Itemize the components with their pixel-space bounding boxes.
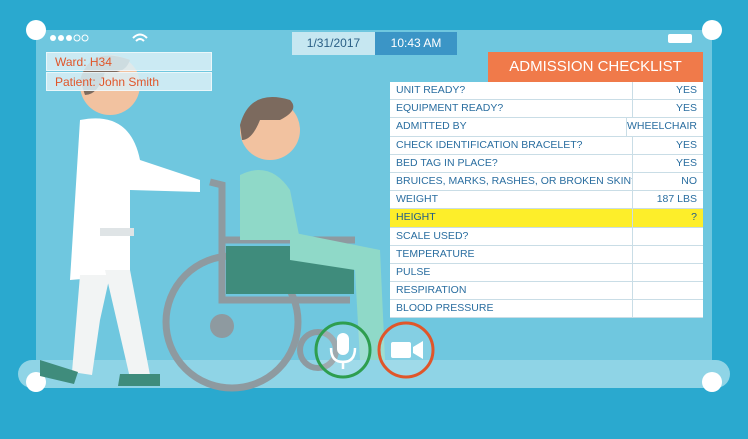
row-value — [633, 282, 703, 299]
checklist-row: CHECK IDENTIFICATION BRACELET? YES — [390, 136, 703, 155]
checklist-row: BRUICES, MARKS, RASHES, OR BROKEN SKIN? N… — [390, 172, 703, 192]
checklist-row: ADMITTED BY WHEELCHAIR — [390, 118, 703, 137]
row-value: YES — [675, 138, 697, 151]
wifi-icon — [132, 33, 148, 42]
row-label: HEIGHT — [390, 209, 633, 227]
corner-handles — [26, 20, 722, 392]
checklist-table: UNIT READY? YES EQUIPMENT READY? YES ADMITTE… — [390, 82, 703, 319]
row-value — [633, 264, 703, 281]
row-label: UNIT READY? — [390, 82, 633, 100]
checklist-row: RESPIRATION — [390, 282, 703, 301]
checklist-row: WEIGHT 187 LBS — [390, 191, 703, 210]
row-value: YES — [675, 84, 697, 96]
row-value — [633, 228, 703, 245]
row-label: PULSE — [390, 263, 633, 282]
row-value — [633, 300, 703, 317]
row-value: 187 LBS — [656, 193, 697, 206]
battery-icon — [668, 34, 692, 43]
row-value: ? — [691, 211, 697, 224]
row-label: BLOOD PRESSURE — [390, 300, 633, 318]
time: 10:43 AM — [375, 32, 457, 55]
row-value: YES — [675, 102, 697, 115]
checklist-row: PULSE — [390, 263, 703, 283]
checklist-row: SCALE USED? — [390, 227, 703, 246]
mic-button[interactable] — [314, 321, 372, 379]
row-label: BRUICES, MARKS, RASHES, OR BROKEN SKIN? — [390, 172, 633, 191]
checklist-row: BLOOD PRESSURE — [390, 300, 703, 319]
row-label: SCALE USED? — [390, 227, 633, 245]
checklist-title: ADMISSION CHECKLIST — [488, 52, 703, 82]
row-label: ADMITTED BY — [390, 118, 627, 136]
row-value: YES — [675, 156, 697, 169]
patient-name: Patient: John Smith — [46, 72, 212, 91]
row-label: TEMPERATURE — [390, 245, 633, 263]
row-value: WHEELCHAIR — [626, 120, 697, 133]
patient-card: Ward: H34 Patient: John Smith — [46, 52, 212, 92]
ward: Ward: H34 — [46, 52, 212, 71]
signal-dots — [50, 34, 89, 42]
checklist-row: TEMPERATURE — [390, 245, 703, 264]
row-value: NO — [681, 174, 697, 187]
wheel-hub — [210, 314, 234, 338]
row-value — [633, 246, 703, 263]
row-label: EQUIPMENT READY? — [390, 100, 633, 118]
checklist-row: BED TAG IN PLACE? YES — [390, 154, 703, 173]
row-label: CHECK IDENTIFICATION BRACELET? — [390, 136, 633, 154]
checklist-row: EQUIPMENT READY? YES — [390, 100, 703, 119]
checklist-row: UNIT READY? YES — [390, 82, 703, 101]
date: 1/31/2017 — [292, 32, 375, 55]
video-button[interactable] — [377, 321, 435, 379]
checklist-row: HEIGHT? — [390, 209, 703, 228]
patient — [240, 97, 385, 360]
row-label: BED TAG IN PLACE? — [390, 154, 633, 172]
row-label: WEIGHT — [390, 191, 633, 209]
row-label: RESPIRATION — [390, 282, 633, 300]
